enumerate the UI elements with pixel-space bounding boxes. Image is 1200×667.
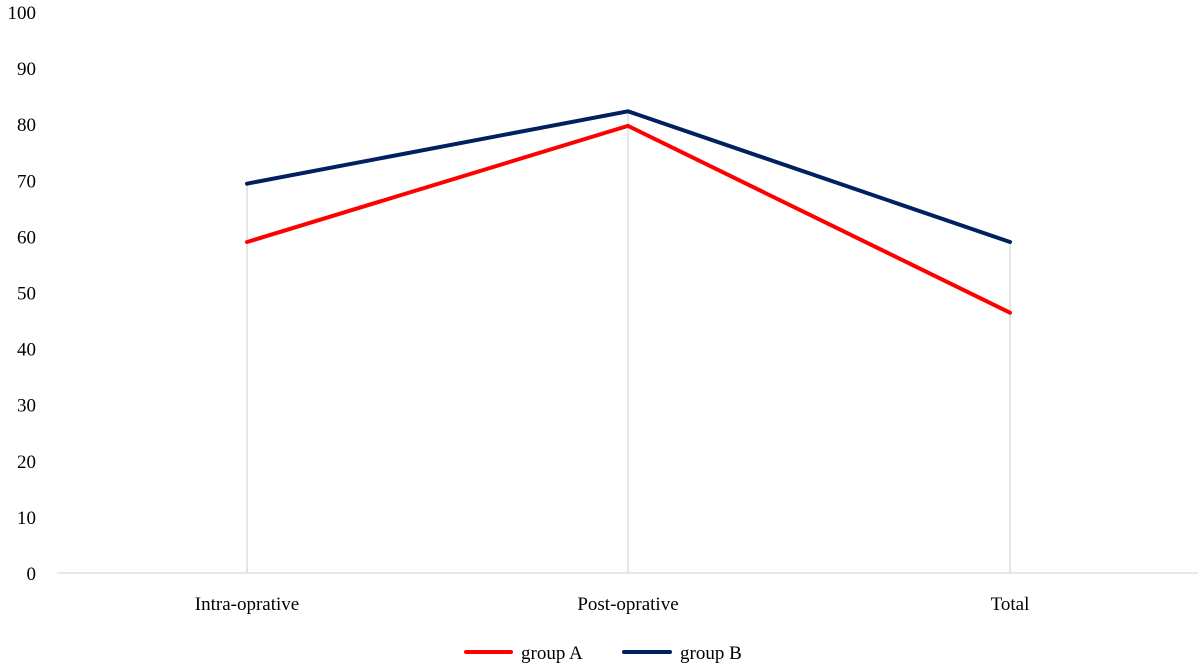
y-tick-label: 60 bbox=[17, 227, 36, 248]
legend-item: group B bbox=[622, 643, 742, 664]
y-tick-label: 10 bbox=[17, 508, 36, 529]
legend-label: group A bbox=[521, 643, 583, 664]
y-tick-label: 70 bbox=[17, 171, 36, 192]
series-line-group-b bbox=[245, 109, 1012, 245]
series-lines bbox=[245, 109, 1012, 315]
series-line-group-a bbox=[245, 123, 1012, 315]
x-axis-category-labels: Intra-oprative Post-oprative Total bbox=[195, 594, 1030, 615]
y-tick-label: 20 bbox=[17, 452, 36, 473]
y-tick-label: 90 bbox=[17, 59, 36, 80]
y-tick-label: 80 bbox=[17, 115, 36, 136]
y-tick-label: 0 bbox=[27, 564, 37, 585]
category-drop-lines bbox=[246, 111, 1011, 573]
legend-label: group B bbox=[680, 643, 742, 664]
y-tick-label: 100 bbox=[8, 3, 37, 24]
y-tick-label: 40 bbox=[17, 340, 36, 361]
legend: group A group B bbox=[464, 643, 742, 664]
y-tick-label: 30 bbox=[17, 396, 36, 417]
legend-item: group A bbox=[464, 643, 583, 664]
y-tick-label: 50 bbox=[17, 284, 36, 305]
x-category-label: Intra-oprative bbox=[195, 594, 299, 615]
x-category-label: Total bbox=[991, 594, 1030, 615]
x-category-label: Post-oprative bbox=[577, 594, 678, 615]
y-axis-tick-labels: 0 10 20 30 40 50 60 70 80 90 100 bbox=[8, 3, 37, 585]
